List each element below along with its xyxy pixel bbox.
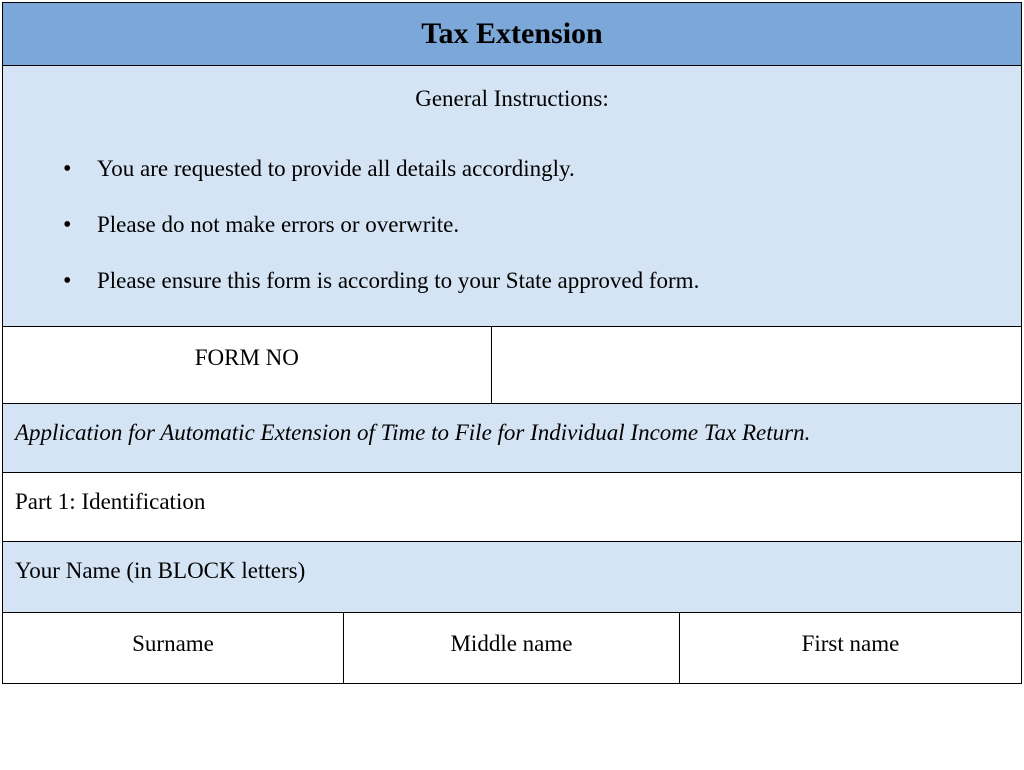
name-fields-row: Surname Middle name First name <box>3 613 1021 683</box>
instruction-item: You are requested to provide all details… <box>63 156 997 182</box>
instruction-item: Please ensure this form is according to … <box>63 268 997 294</box>
middle-name-label: Middle name <box>344 613 680 683</box>
instruction-item: Please do not make errors or overwrite. <box>63 212 997 238</box>
surname-label: Surname <box>3 613 344 683</box>
instructions-list: You are requested to provide all details… <box>27 156 997 294</box>
form-no-label: FORM NO <box>3 327 492 403</box>
your-name-label: Your Name (in BLOCK letters) <box>3 542 1021 613</box>
instructions-heading: General Instructions: <box>27 86 997 112</box>
form-title: Tax Extension <box>3 17 1021 51</box>
first-name-label: First name <box>680 613 1021 683</box>
form-header: Tax Extension <box>3 3 1021 66</box>
application-title: Application for Automatic Extension of T… <box>3 404 1021 473</box>
form-no-input[interactable] <box>492 327 1021 403</box>
tax-extension-form: Tax Extension General Instructions: You … <box>2 2 1022 684</box>
part1-label: Part 1: Identification <box>3 473 1021 542</box>
instructions-section: General Instructions: You are requested … <box>3 66 1021 327</box>
form-no-row: FORM NO <box>3 327 1021 404</box>
